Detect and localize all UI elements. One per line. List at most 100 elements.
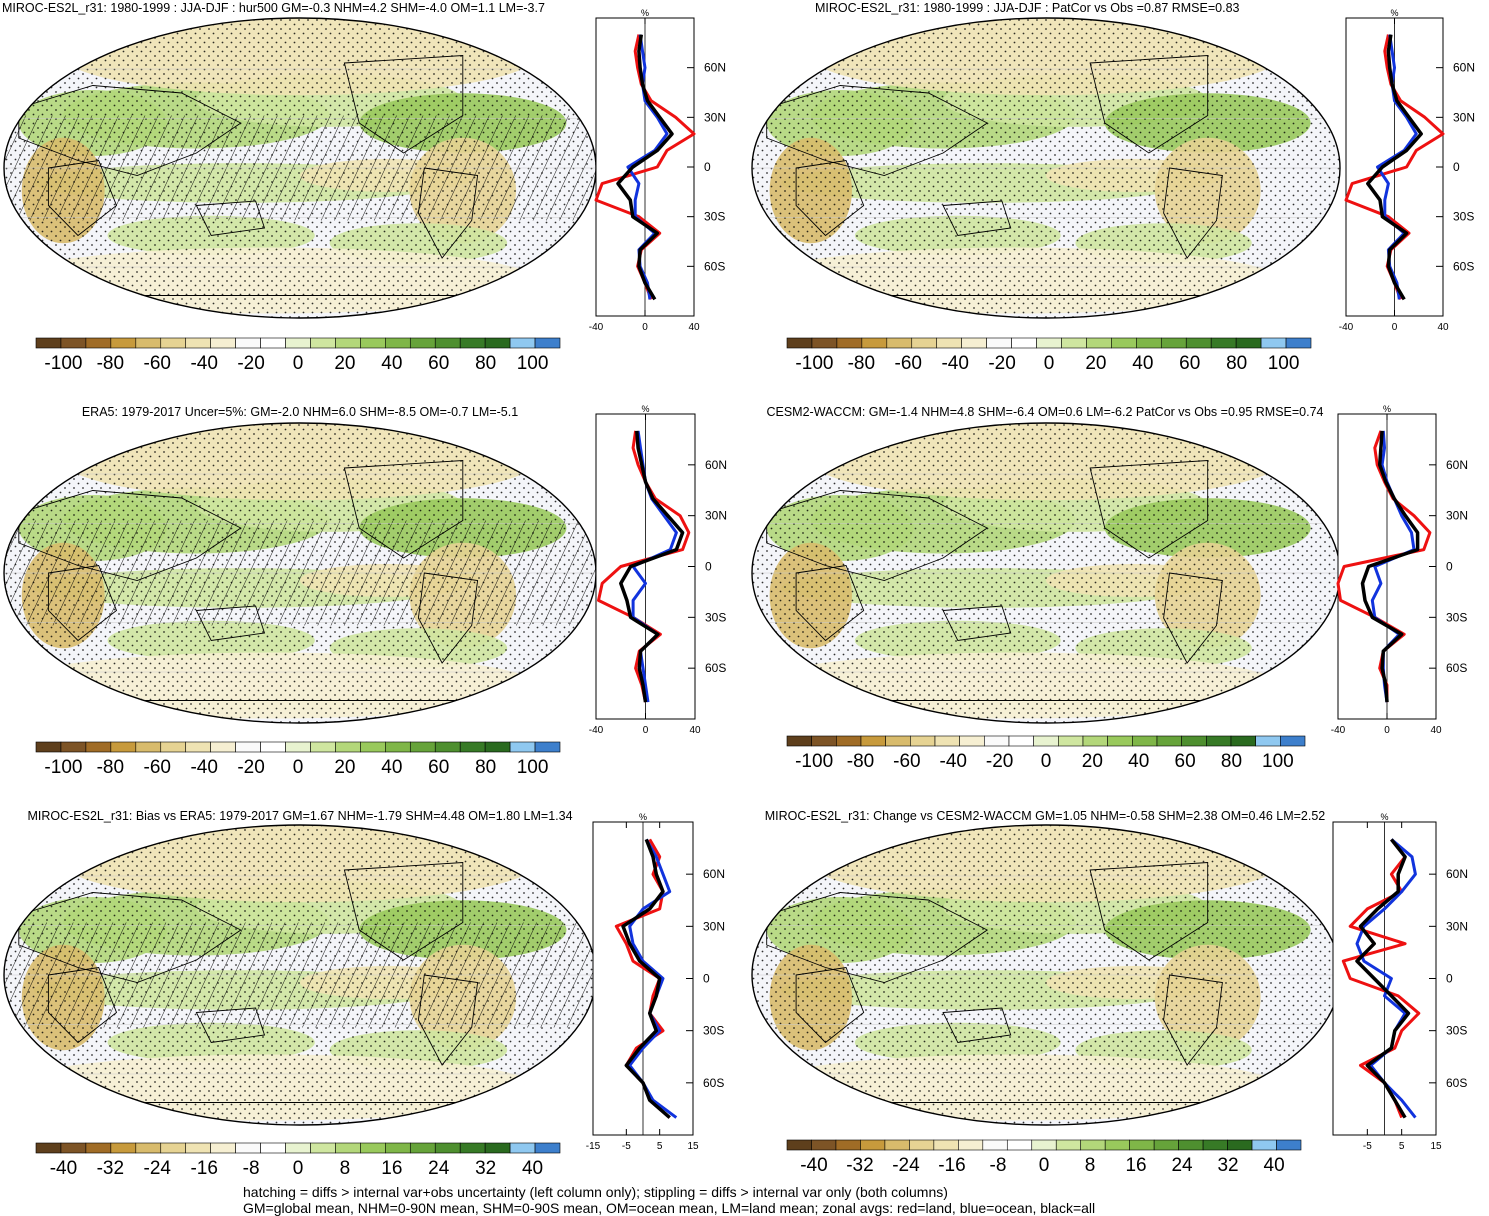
zonal-x-tick-label: 40 [688,322,700,333]
colorbar-tick-label: -100 [44,353,82,374]
map-coastline [1163,572,1223,664]
zonal-series-all [1360,430,1420,703]
panel-1: MIROC-ES2L_r31: 1980-1999 : JJA-DJF : hu… [2,1,726,374]
colorbar-cell [984,735,1010,747]
colorbar-cell [85,741,112,753]
zonal-lat-tick-label: 30N [704,110,726,124]
colorbar-tick-label: -40 [50,1158,77,1179]
colorbar-tick-label: 16 [1125,1155,1146,1176]
colorbar-cell [459,1142,486,1154]
colorbar-tick-label: 100 [1262,751,1294,772]
colorbar-cell [360,741,386,753]
zonal-x-tick-label: -40 [1339,322,1354,333]
colorbar-tick-label: 40 [381,353,402,374]
zonal-lat-tick-label: 60S [1453,259,1474,273]
zonal-x-tick-label: 0 [643,725,649,736]
colorbar-cell [958,1139,984,1151]
zonal-lat-tick-label: 30S [1453,210,1474,224]
colorbar-cell [110,337,137,349]
colorbar-tick-label: -20 [237,757,264,778]
colorbar-cell [335,1142,361,1154]
colorbar-tick-label: -40 [190,353,217,374]
colorbar-tick-label: 60 [428,757,449,778]
colorbar-cell [110,1142,137,1154]
zonal-lat-tick-label: 30S [704,210,725,224]
colorbar-cell [60,741,87,753]
colorbar-cell [1136,337,1162,349]
colorbar-tick-label: -80 [97,353,124,374]
map-coastline [766,892,989,983]
colorbar-cell [509,741,536,753]
map-coastline [195,200,266,236]
zonal-lat-tick-label: 60S [704,259,725,273]
map [3,422,597,724]
colorbar-cell [860,1139,886,1151]
colorbar-cell [886,337,913,349]
colorbar-cell [160,741,187,753]
colorbar-cell [986,337,1012,349]
colorbar-tick-label: -100 [795,353,833,374]
zonal-lat-tick-label: 30S [703,1024,724,1038]
colorbar-cell [434,1142,461,1154]
zonal-lat-tick-label: 0 [1446,560,1453,574]
colorbar-cell [885,735,911,747]
colorbar-tick-label: -100 [795,751,833,772]
zonal-mean-plot: % -15 -5 5 15 60N 30N 0 30S 60S [586,812,725,1152]
colorbar-cell [335,741,361,753]
colorbar-cell [484,337,511,349]
colorbar-cell [1132,735,1158,747]
zonal-lat-tick-label: 30S [705,610,726,624]
colorbar-tick-label: 8 [340,1158,351,1179]
colorbar-cell [385,337,411,349]
colorbar-cell [260,741,286,753]
panel-title: MIROC-ES2L_r31: Change vs CESM2-WACCM GM… [765,809,1326,823]
colorbar-cell [1008,735,1034,747]
colorbar-cell [860,735,886,747]
colorbar-cell [60,1142,87,1154]
colorbar: -100 -80 -60 -40 -20 0 20 40 60 80 100 [786,735,1306,772]
colorbar-tick-label: -20 [988,353,1015,374]
colorbar-tick-label: 24 [428,1158,450,1179]
colorbar-cell [285,337,311,349]
colorbar-tick-label: 80 [475,353,496,374]
colorbar-cell [335,337,361,349]
colorbar-tick-label: -40 [190,757,217,778]
zonal-x-tick-label: -40 [589,725,604,736]
colorbar-cell [1011,337,1037,349]
colorbar-cell [1153,1139,1179,1151]
colorbar-cell [1107,735,1133,747]
colorbar-tick-label: -24 [144,1158,172,1179]
zonal-x-tick-label: 0 [1384,725,1390,736]
colorbar-cell [160,337,187,349]
colorbar-tick-label: -100 [44,757,82,778]
zonal-lat-tick-label: 30S [1446,610,1467,624]
zonal-series-all [1355,838,1411,1119]
zonal-mean-plot: % -40 0 40 60N 30N 0 30S 60S [1331,404,1468,736]
panel-title: CESM2-WACCM: GM=-1.4 NHM=4.8 SHM=-6.4 OM… [766,405,1323,419]
colorbar-cell [1160,337,1187,349]
colorbar-cell [509,1142,536,1154]
colorbar-tick-label: -60 [893,751,920,772]
colorbar-cell [534,741,561,753]
colorbar: -100 -80 -60 -40 -20 0 20 40 60 80 100 [786,337,1312,374]
colorbar-cell [982,1139,1008,1151]
colorbar-cell [961,337,987,349]
colorbar-cell [385,741,411,753]
map-border [751,17,1341,319]
zonal-x-tick-label: 5 [657,1141,663,1152]
map-coastline [766,85,989,176]
colorbar-cell [135,337,162,349]
colorbar-cell [459,337,486,349]
zonal-lat-tick-label: 60N [1453,61,1475,75]
colorbar-tick-label: 40 [381,757,402,778]
colorbar-cell [434,337,461,349]
zonal-series-all [619,430,685,703]
zonal-x-tick-label: 40 [689,725,701,736]
colorbar-tick-label: 0 [293,353,304,374]
colorbar-cell [160,1142,187,1154]
colorbar-cell [811,337,838,349]
zonal-lat-tick-label: 30N [1446,919,1468,933]
panel-2: MIROC-ES2L_r31: 1980-1999 : JJA-DJF : Pa… [751,1,1475,374]
colorbar-tick-label: 100 [517,757,549,778]
map-coastline [1089,55,1209,154]
